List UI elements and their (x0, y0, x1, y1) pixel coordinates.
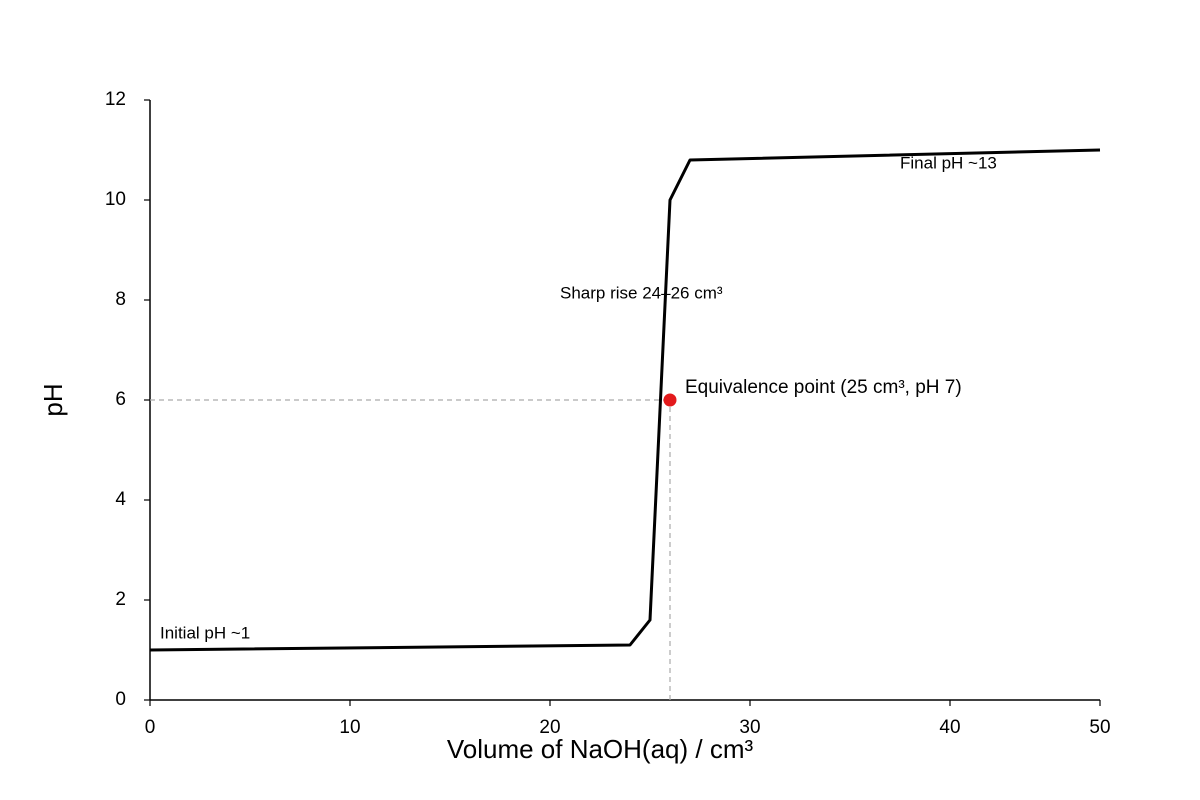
equivalence-label: Equivalence point (25 cm³, pH 7) (685, 377, 962, 398)
x-tick-label: 40 (939, 717, 960, 738)
x-axis-title: Volume of NaOH(aq) / cm³ (447, 734, 754, 764)
x-tick-label: 10 (339, 717, 360, 738)
y-tick-label: 4 (115, 489, 126, 510)
x-tick-label: 0 (145, 717, 156, 738)
y-tick-label: 10 (105, 189, 126, 210)
y-axis-title: pH (38, 383, 68, 416)
annotation: Sharp rise 24–26 cm³ (560, 283, 723, 302)
y-tick-label: 2 (115, 589, 126, 610)
y-tick-label: 12 (105, 89, 126, 110)
y-tick-label: 6 (115, 389, 126, 410)
annotation: Final pH ~13 (900, 153, 997, 172)
y-tick-label: 0 (115, 689, 126, 710)
annotation: Initial pH ~1 (160, 623, 250, 642)
y-tick-label: 8 (115, 289, 126, 310)
titration-curve (149, 148, 1101, 652)
x-tick-label: 20 (539, 717, 560, 738)
equivalence-point (663, 393, 677, 407)
x-tick-label: 30 (739, 717, 760, 738)
x-tick-label: 50 (1089, 717, 1110, 738)
